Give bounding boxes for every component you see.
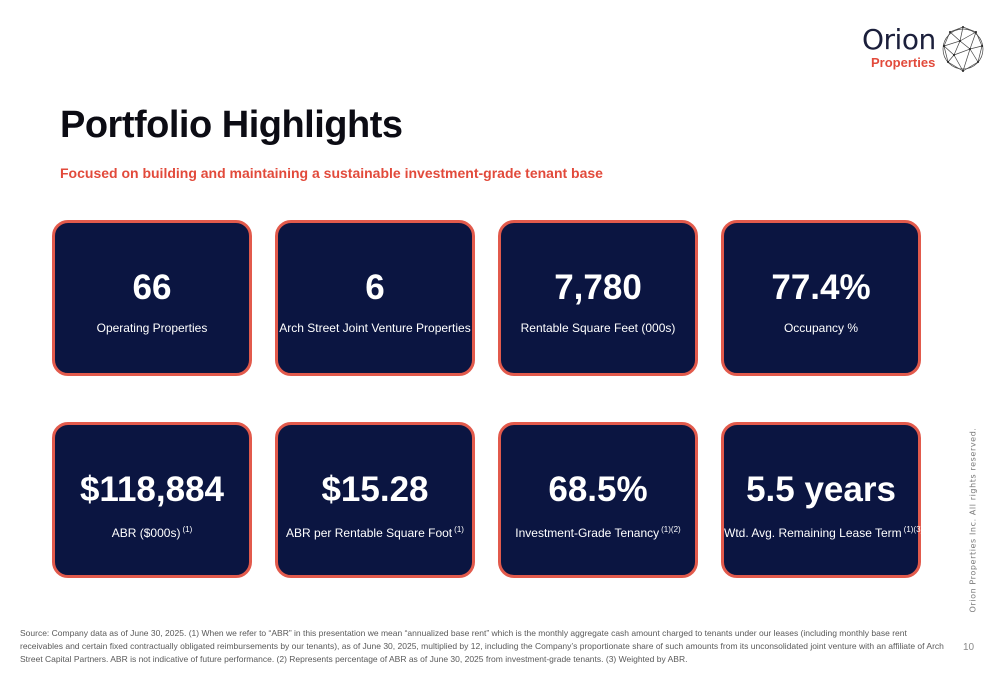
stat-value: 66	[132, 268, 172, 307]
footnote-ref: (1)	[182, 525, 193, 534]
page-subtitle: Focused on building and maintaining a su…	[60, 165, 603, 181]
stat-label: Wtd. Avg. Remaining Lease Term (1)(3)	[724, 525, 924, 540]
stat-label: Arch Street Joint Venture Properties	[279, 321, 471, 335]
source-footnote: Source: Company data as of June 30, 2025…	[20, 628, 944, 664]
stat-value: $118,884	[79, 470, 225, 509]
stat-value: 5.5 years	[746, 470, 896, 509]
page-number: 10	[963, 642, 975, 653]
logo-subtitle: Properties	[871, 55, 936, 70]
stat-value: 7,780	[554, 268, 642, 307]
company-logo: Orion Properties	[862, 22, 984, 78]
page-title: Portfolio Highlights	[60, 104, 403, 146]
stat-card-abr: $118,884 ABR ($000s) (1)	[52, 422, 252, 578]
stat-card-abr-per-sqft: $15.28 ABR per Rentable Square Foot (1)	[275, 422, 475, 578]
stat-label: Occupancy %	[783, 321, 859, 335]
logo-wordmark: Orion	[862, 23, 936, 56]
stat-card-occupancy: 77.4% Occupancy %	[721, 220, 921, 376]
stat-value: $15.28	[321, 470, 429, 509]
copyright-text: Orion Properties Inc. All rights reserve…	[968, 427, 978, 613]
footnote-ref: (1)(3)	[903, 525, 924, 534]
stat-card-arch-street-jv: 6 Arch Street Joint Venture Properties	[275, 220, 475, 376]
stat-card-operating-properties: 66 Operating Properties	[52, 220, 252, 376]
stat-card-rentable-square-feet: 7,780 Rentable Square Feet (000s)	[498, 220, 698, 376]
stat-card-investment-grade-tenancy: 68.5% Investment-Grade Tenancy (1)(2)	[498, 422, 698, 578]
stat-value: 68.5%	[548, 470, 648, 509]
stat-value: 6	[365, 268, 385, 307]
footnote-ref: (1)	[454, 525, 464, 534]
stat-card-lease-term: 5.5 years Wtd. Avg. Remaining Lease Term…	[721, 422, 924, 578]
stat-label: Rentable Square Feet (000s)	[520, 321, 676, 335]
footnote-ref: (1)(2)	[661, 525, 681, 534]
geodesic-globe-icon	[942, 26, 984, 72]
stat-label: ABR per Rentable Square Foot (1)	[286, 525, 464, 540]
stat-label: Investment-Grade Tenancy (1)(2)	[515, 525, 681, 540]
stat-value: 77.4%	[771, 268, 871, 307]
stat-label: Operating Properties	[96, 321, 208, 335]
stat-label: ABR ($000s) (1)	[111, 525, 193, 540]
